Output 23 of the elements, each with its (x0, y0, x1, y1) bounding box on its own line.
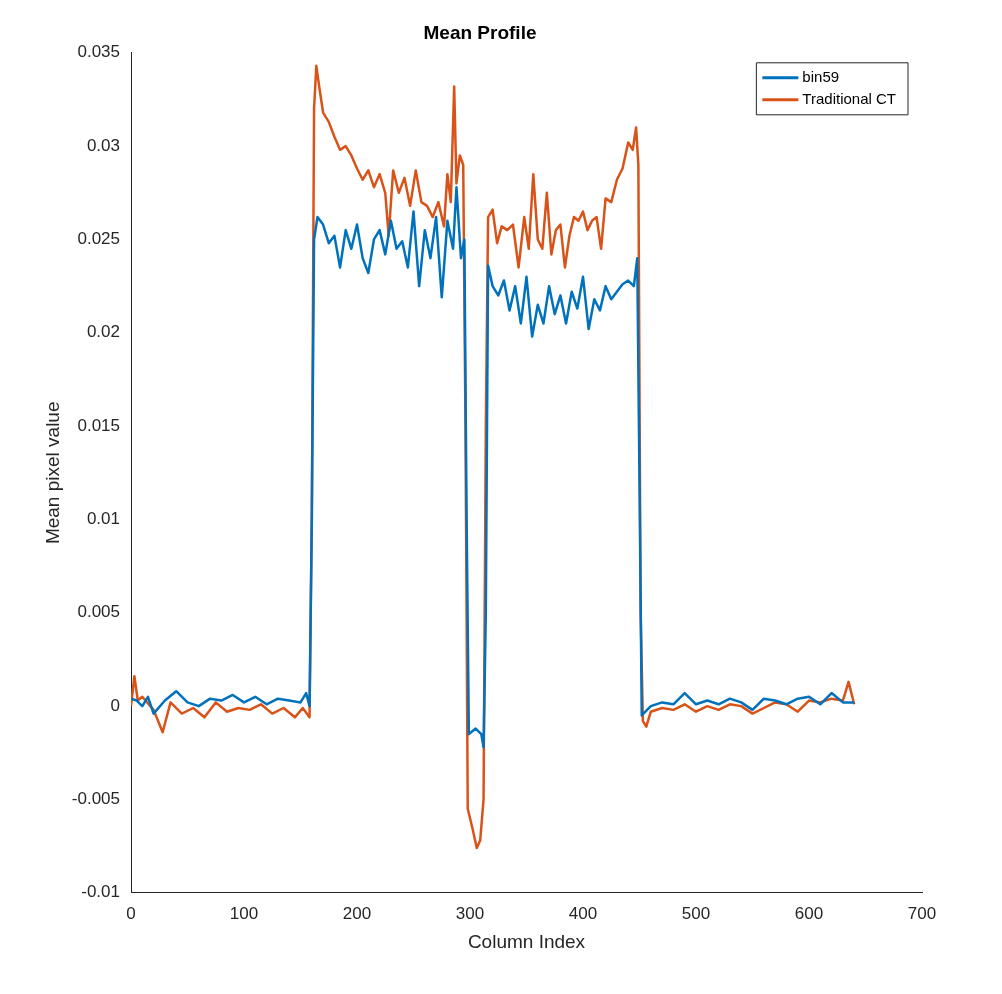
x-tick-label: 500 (681, 903, 711, 923)
y-tick-label: 0.035 (77, 42, 120, 62)
y-tick-label: 0 (110, 695, 120, 715)
y-tick-label: 0.01 (86, 509, 120, 529)
x-tick-label: 200 (342, 903, 372, 923)
x-tick-label: 600 (794, 903, 824, 923)
y-axis-title: Mean pixel value (41, 401, 63, 545)
y-tick-label: 0.02 (86, 322, 120, 342)
y-tick-label: 0.005 (77, 602, 120, 622)
y-tick-label: -0.01 (81, 882, 120, 902)
x-tick-label: 400 (568, 903, 598, 923)
x-tick-label: 0 (126, 903, 136, 923)
legend-label: bin59 (802, 67, 840, 85)
x-tick-label: 700 (907, 903, 937, 923)
x-axis-title: Column Index (467, 930, 586, 952)
chart-title: Mean Profile (423, 21, 537, 43)
y-tick-label: 0.015 (77, 415, 120, 435)
x-tick-label: 100 (229, 903, 259, 923)
y-tick-label: 0.025 (77, 229, 120, 249)
y-tick-label: -0.005 (71, 789, 120, 809)
x-tick-label: 300 (455, 903, 485, 923)
y-tick-label: 0.03 (86, 135, 120, 155)
legend-label: Traditional CT (802, 89, 896, 107)
